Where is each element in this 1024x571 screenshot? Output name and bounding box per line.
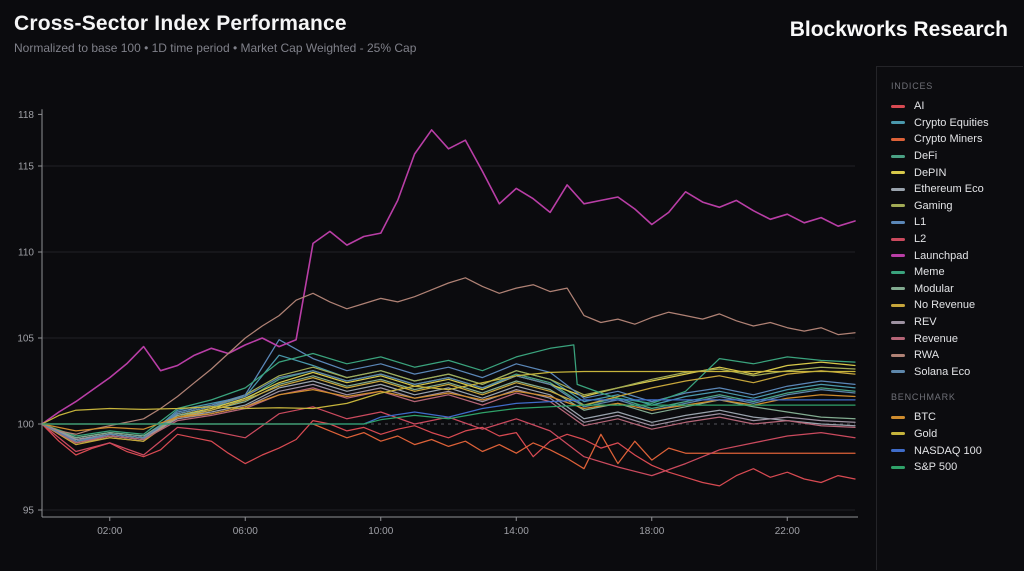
series-line-l1[interactable] (41, 339, 856, 442)
legend-swatch (891, 154, 905, 158)
x-tick-label: 06:00 (233, 526, 258, 537)
legend-label: Modular (914, 282, 954, 295)
legend-swatch (891, 270, 905, 274)
legend-label: Crypto Equities (914, 116, 989, 129)
performance-line-chart[interactable]: 118 115 110 105 100 95 02:00 06:00 10:00 14:00 18:… (0, 66, 876, 571)
legend-label: S&P 500 (914, 461, 958, 474)
header: Cross-Sector Index Performance Normalize… (0, 0, 1024, 66)
legend-swatch (891, 121, 905, 125)
legend-indices-list: AI Crypto Equities Crypto Miners DeFi DePIN E… (891, 98, 1023, 380)
x-tick-label: 10:00 (368, 526, 393, 537)
series-line-revenue[interactable] (41, 387, 856, 444)
legend-item-rev[interactable]: REV (891, 314, 1023, 331)
legend-swatch (891, 432, 905, 436)
legend-swatch (891, 237, 905, 241)
legend-label: Crypto Miners (914, 133, 983, 146)
legend-item-rwa[interactable]: RWA (891, 347, 1023, 364)
series-line-no-revenue[interactable] (41, 370, 856, 446)
legend-item-no-revenue[interactable]: No Revenue (891, 297, 1023, 314)
legend-label: Launchpad (914, 249, 969, 262)
legend-label: BTC (914, 411, 936, 424)
legend-item-gaming[interactable]: Gaming (891, 198, 1023, 215)
legend-label: DePIN (914, 166, 947, 179)
series-line-solana-eco[interactable] (41, 370, 856, 442)
legend-swatch (891, 187, 905, 191)
legend-label: REV (914, 316, 937, 329)
legend-item-nasdaq-100[interactable]: NASDAQ 100 (891, 442, 1023, 459)
legend-item-launchpad[interactable]: Launchpad (891, 247, 1023, 264)
y-tick-label: 118 (18, 110, 34, 121)
series-line-ai[interactable] (41, 419, 856, 487)
legend-swatch (891, 370, 905, 374)
legend-item-depin[interactable]: DePIN (891, 164, 1023, 181)
legend-label: Revenue (914, 332, 959, 345)
legend-item-s-p-500[interactable]: S&P 500 (891, 459, 1023, 476)
legend-swatch (891, 254, 905, 258)
x-tick-label: 14:00 (504, 526, 529, 537)
legend-item-modular[interactable]: Modular (891, 281, 1023, 298)
y-tick-label: 110 (18, 248, 34, 259)
legend-item-defi[interactable]: DeFi (891, 148, 1023, 165)
legend-swatch (891, 320, 905, 324)
legend-item-crypto-equities[interactable]: Crypto Equities (891, 115, 1023, 132)
legend-label: No Revenue (914, 299, 976, 312)
legend-item-l2[interactable]: L2 (891, 231, 1023, 248)
series-line-rev[interactable] (41, 383, 856, 441)
legend-swatch (891, 353, 905, 357)
x-tick-label: 22:00 (775, 526, 800, 537)
legend-item-solana-eco[interactable]: Solana Eco (891, 364, 1023, 381)
x-tick-label: 18:00 (639, 526, 664, 537)
legend-swatch (891, 303, 905, 307)
chart-area[interactable]: 118 115 110 105 100 95 02:00 06:00 10:00 14:00 18:… (0, 66, 876, 571)
legend-label: Solana Eco (914, 365, 971, 378)
legend-swatch (891, 137, 905, 141)
legend-label: NASDAQ 100 (914, 444, 982, 457)
legend-item-ai[interactable]: AI (891, 98, 1023, 115)
legend-label: L1 (914, 216, 927, 229)
legend-panel: INDICES AI Crypto Equities Crypto Miners De… (876, 66, 1023, 570)
legend-label: Ethereum Eco (914, 183, 984, 196)
legend-swatch (891, 337, 905, 341)
legend-benchmark-list: BTC Gold NASDAQ 100 S&P 500 (891, 409, 1023, 475)
legend-swatch (891, 415, 905, 419)
series-line-s-p-500[interactable] (41, 404, 856, 425)
series-line-gold[interactable] (41, 370, 856, 425)
series-line-nasdaq-100[interactable] (41, 399, 856, 425)
legend-swatch (891, 220, 905, 224)
legend-item-meme[interactable]: Meme (891, 264, 1023, 281)
page-title: Cross-Sector Index Performance (14, 12, 347, 35)
legend-swatch (891, 449, 905, 453)
y-tick-label: 95 (23, 506, 35, 517)
legend-swatch (891, 171, 905, 175)
legend-section-benchmark: BENCHMARK (891, 392, 956, 403)
legend-label: Meme (914, 266, 945, 279)
legend-section-indices: INDICES (891, 81, 934, 91)
legend-swatch (891, 204, 905, 208)
legend-item-crypto-miners[interactable]: Crypto Miners (891, 131, 1023, 148)
legend-swatch (891, 104, 905, 108)
legend-swatch (891, 287, 905, 291)
page-subtitle: Normalized to base 100 • 1D time period … (14, 41, 417, 55)
legend-label: Gaming (914, 199, 953, 212)
legend-swatch (891, 465, 905, 469)
series-line-meme[interactable] (41, 344, 856, 437)
legend-label: RWA (914, 349, 940, 362)
legend-label: DeFi (914, 150, 938, 163)
legend-item-ethereum-eco[interactable]: Ethereum Eco (891, 181, 1023, 198)
legend-item-gold[interactable]: Gold (891, 426, 1023, 443)
legend-label: Gold (914, 427, 938, 440)
legend-item-revenue[interactable]: Revenue (891, 330, 1023, 347)
legend-label: AI (914, 100, 925, 113)
legend-item-l1[interactable]: L1 (891, 214, 1023, 231)
legend-item-btc[interactable]: BTC (891, 409, 1023, 426)
series-line-rwa[interactable] (41, 277, 856, 435)
y-tick-label: 115 (18, 162, 34, 173)
y-tick-label: 105 (17, 334, 34, 345)
legend-label: L2 (914, 233, 927, 246)
brand-logo: Blockworks Research (789, 18, 1008, 41)
x-tick-label: 02:00 (97, 526, 122, 537)
y-tick-label: 100 (17, 420, 34, 431)
series-line-launchpad[interactable] (41, 129, 856, 425)
